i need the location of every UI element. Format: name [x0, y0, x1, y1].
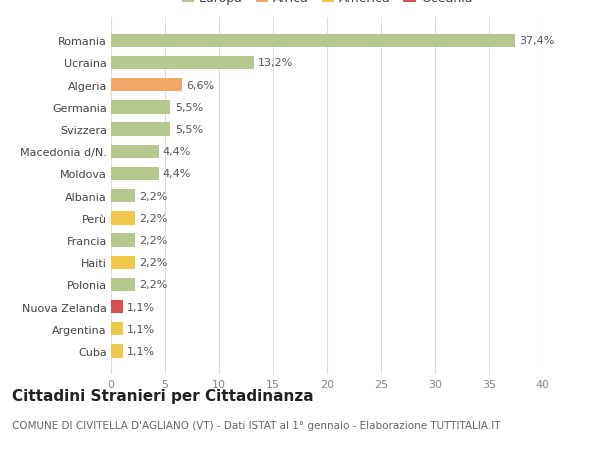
- Text: COMUNE DI CIVITELLA D'AGLIANO (VT) - Dati ISTAT al 1° gennaio - Elaborazione TUT: COMUNE DI CIVITELLA D'AGLIANO (VT) - Dat…: [12, 420, 500, 430]
- Legend: Europa, Africa, America, Oceania: Europa, Africa, America, Oceania: [182, 0, 472, 5]
- Bar: [111, 34, 515, 48]
- Bar: [111, 123, 170, 136]
- Text: 13,2%: 13,2%: [258, 58, 293, 68]
- Bar: [111, 56, 254, 70]
- Text: 5,5%: 5,5%: [175, 125, 203, 135]
- Text: 1,1%: 1,1%: [127, 346, 155, 356]
- Text: 6,6%: 6,6%: [187, 80, 215, 90]
- Bar: [111, 345, 123, 358]
- Bar: [111, 101, 170, 114]
- Bar: [111, 146, 158, 158]
- Text: Cittadini Stranieri per Cittadinanza: Cittadini Stranieri per Cittadinanza: [12, 388, 314, 403]
- Bar: [111, 323, 123, 336]
- Text: 1,1%: 1,1%: [127, 324, 155, 334]
- Text: 2,2%: 2,2%: [139, 280, 167, 290]
- Bar: [111, 300, 123, 313]
- Text: 5,5%: 5,5%: [175, 103, 203, 112]
- Text: 4,4%: 4,4%: [163, 169, 191, 179]
- Text: 2,2%: 2,2%: [139, 191, 167, 201]
- Bar: [111, 79, 182, 92]
- Text: 2,2%: 2,2%: [139, 257, 167, 268]
- Text: 1,1%: 1,1%: [127, 302, 155, 312]
- Bar: [111, 234, 135, 247]
- Text: 37,4%: 37,4%: [519, 36, 554, 46]
- Bar: [111, 278, 135, 291]
- Bar: [111, 212, 135, 225]
- Text: 4,4%: 4,4%: [163, 147, 191, 157]
- Text: 2,2%: 2,2%: [139, 213, 167, 224]
- Bar: [111, 190, 135, 203]
- Text: 2,2%: 2,2%: [139, 235, 167, 246]
- Bar: [111, 168, 158, 181]
- Bar: [111, 256, 135, 269]
